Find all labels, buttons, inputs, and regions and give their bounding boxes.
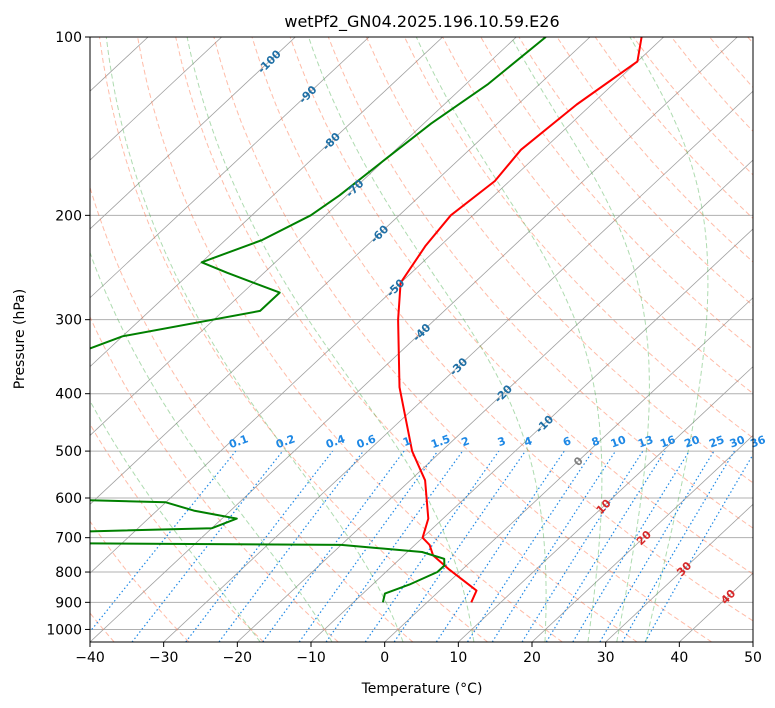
x-tick-label: 50 — [744, 650, 762, 666]
dry-adiabat-line — [251, 37, 753, 622]
y-tick-label: 700 — [55, 531, 82, 547]
mixing-ratio-label: 2 — [460, 434, 472, 449]
isotherm-line — [90, 37, 370, 299]
y-tick-label: 200 — [55, 208, 82, 224]
mixing-ratio-label: 0.4 — [324, 432, 347, 451]
moist-adiabat-line — [90, 251, 333, 642]
mixing-ratio-label: 0.6 — [355, 432, 378, 451]
mixing-ratio-line — [364, 450, 500, 642]
dry-adiabat-line — [99, 37, 488, 642]
mixing-ratio-line — [90, 450, 237, 633]
x-tick-label: 20 — [523, 650, 541, 666]
mixing-ratio-line — [521, 450, 644, 642]
dry-adiabat-line — [365, 37, 753, 484]
dry-adiabat-line — [289, 37, 753, 575]
mixing-ratio-line — [491, 450, 616, 642]
isotherm-line — [531, 434, 753, 642]
dry-adiabat-line — [404, 37, 753, 439]
mixing-ratio-label: 3 — [496, 434, 508, 449]
dry-adiabat-line — [327, 37, 753, 529]
mixing-ratio-label: 4 — [522, 434, 534, 449]
mixing-ratio-line — [393, 450, 526, 642]
moist-adiabat-line — [105, 37, 404, 642]
x-tick-label: 0 — [380, 650, 389, 666]
dry-adiabat-line — [90, 520, 190, 642]
isotherm-line — [90, 37, 738, 642]
x-tick-label: 10 — [449, 650, 467, 666]
mixing-ratio-label: 1.5 — [429, 432, 452, 451]
plot-frame — [89, 36, 754, 643]
dry-adiabat-line — [442, 37, 753, 395]
mixing-ratio-label: 25 — [707, 433, 726, 450]
mixing-ratio-label: 1 — [401, 434, 413, 449]
dry-adiabat-line — [90, 315, 339, 642]
isotherm-line — [163, 90, 753, 642]
isotherm-line — [90, 37, 664, 574]
mixing-ratio-label: 13 — [636, 433, 655, 450]
chart-title: wetPf2_GN04.2025.196.10.59.E26 — [284, 12, 559, 32]
mixing-ratio-line — [325, 450, 464, 642]
dry-adiabat-line — [518, 37, 753, 307]
isotherm-line — [90, 37, 517, 437]
x-tick-label: 30 — [597, 650, 615, 666]
y-tick-label: 400 — [55, 387, 82, 403]
dry-adiabat-line — [137, 37, 563, 642]
isotherm-line — [458, 366, 753, 642]
isotherm-line — [237, 159, 753, 642]
y-axis-label: Pressure (hPa) — [12, 289, 28, 389]
mixing-ratio-label: 16 — [658, 433, 677, 451]
mixing-ratio-line — [298, 450, 439, 642]
moist-adiabat-line — [415, 37, 603, 642]
y-tick-label: 1000 — [46, 622, 82, 638]
mixing-ratio-line — [545, 450, 666, 642]
y-tick-label: 100 — [55, 30, 82, 46]
mixing-ratio-label: 30 — [728, 433, 747, 451]
moist-adiabat-line — [186, 37, 475, 642]
mixing-ratio-label: 20 — [683, 433, 702, 451]
x-tick-label: 40 — [670, 650, 688, 666]
mixing-ratio-label: 8 — [590, 434, 602, 449]
x-tick-label: −30 — [149, 650, 179, 666]
mixing-ratio-line — [218, 450, 364, 642]
mixing-ratio-line — [572, 450, 690, 642]
dry-adiabat-line — [480, 37, 753, 351]
mixing-ratio-label: 6 — [561, 434, 573, 449]
isotherm-line — [90, 37, 443, 368]
isotherm-line — [384, 297, 753, 642]
x-tick-label: −40 — [75, 650, 105, 666]
dewpoint-profile-line — [90, 37, 547, 603]
dry-adiabat-line — [213, 37, 712, 642]
mixing-ratio-line — [466, 450, 594, 642]
mixing-ratio-line — [262, 450, 405, 642]
y-tick-label: 900 — [55, 595, 82, 611]
y-tick-label: 800 — [55, 565, 82, 581]
y-tick-label: 300 — [55, 313, 82, 329]
mixing-ratio-label: 10 — [609, 433, 628, 451]
dry-adiabat-line — [175, 37, 638, 642]
mixing-ratio-label: 0.1 — [227, 432, 250, 451]
y-tick-label: 500 — [55, 444, 82, 460]
moist-adiabat-line — [90, 399, 261, 642]
y-tick-label: 600 — [55, 491, 82, 507]
isotherm-line — [310, 228, 753, 642]
moist-adiabat-line — [629, 37, 709, 642]
moist-adiabat-line — [308, 37, 547, 642]
dry-adiabat-line — [90, 185, 414, 642]
x-tick-label: −20 — [223, 650, 253, 666]
isotherm-line — [90, 37, 591, 505]
x-axis-label: Temperature (°C) — [361, 681, 483, 697]
mixing-ratio-label: 0.2 — [274, 432, 297, 451]
dry-adiabat-line — [90, 423, 264, 642]
isotherm-line — [605, 503, 753, 642]
x-tick-label: −10 — [296, 650, 326, 666]
mixing-ratio-line — [435, 450, 565, 642]
isotherm-line — [90, 37, 296, 230]
isotherm-line — [90, 37, 222, 161]
